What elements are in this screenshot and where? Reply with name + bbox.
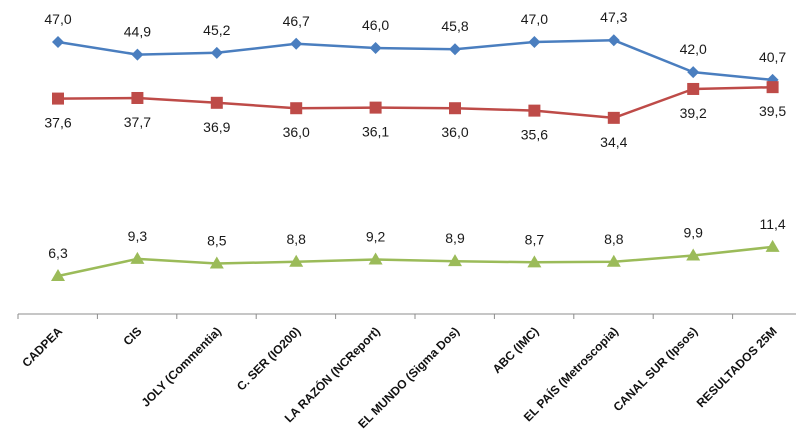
series-2 <box>52 81 779 124</box>
data-label: 45,2 <box>203 22 230 38</box>
series-1-point <box>210 46 223 59</box>
data-label: 39,2 <box>680 105 707 121</box>
data-label: 8,7 <box>525 231 545 247</box>
category-label: C. SER (IO200) <box>234 324 303 393</box>
data-label: 47,0 <box>44 11 71 27</box>
data-label: 45,8 <box>441 18 468 34</box>
data-label: 9,2 <box>366 228 386 244</box>
data-label: 8,9 <box>445 230 465 246</box>
data-label: 36,1 <box>362 124 389 140</box>
data-label: 36,0 <box>283 124 310 140</box>
data-label: 36,9 <box>203 119 230 135</box>
category-label: CADPEA <box>19 324 65 370</box>
data-label: 47,0 <box>521 11 548 27</box>
category-label: CIS <box>120 324 144 348</box>
series-2-point <box>607 111 620 124</box>
series-3-point <box>527 255 542 268</box>
series-1 <box>52 34 779 86</box>
series-3-line <box>57 245 773 278</box>
series-1-point <box>369 42 382 55</box>
series-group <box>51 34 780 281</box>
data-label: 37,7 <box>124 114 151 130</box>
data-labels: 47,0 44,9 45,2 46,7 46,0 45,8 47,0 47,3 42,0 40,7… <box>44 9 786 261</box>
category-label: CANAL SUR (Ipsos) <box>610 324 700 414</box>
category-label: ABC (IMC) <box>490 324 542 376</box>
series-2-point <box>687 82 700 95</box>
series-2-point <box>369 101 382 114</box>
category-label: RESULTADOS 25M <box>694 324 780 410</box>
series-3-point <box>51 269 65 281</box>
series-3-point <box>606 254 621 267</box>
data-label: 39,5 <box>759 103 786 119</box>
data-label: 42,0 <box>680 41 707 57</box>
series-2-point <box>210 96 223 109</box>
series-3-point <box>289 254 304 267</box>
data-label: 8,8 <box>604 231 624 247</box>
series-2-line <box>57 85 773 120</box>
data-label: 36,0 <box>441 124 468 140</box>
data-label: 35,6 <box>521 127 548 143</box>
series-3-point <box>765 239 780 252</box>
data-label: 8,5 <box>207 232 227 248</box>
data-label: 37,6 <box>44 115 71 131</box>
series-2-point <box>131 91 144 104</box>
series-1-point <box>449 43 461 56</box>
series-1-point <box>687 66 700 79</box>
series-3-point <box>209 256 224 269</box>
data-label: 9,3 <box>128 228 148 244</box>
data-label: 6,3 <box>48 245 68 261</box>
series-1-point <box>528 36 541 48</box>
series-3-point <box>686 248 701 261</box>
series-1-point <box>607 34 620 47</box>
series-3-point <box>130 251 145 264</box>
series-2-point <box>449 102 461 115</box>
series-1-line <box>57 38 773 82</box>
series-3 <box>51 239 780 281</box>
data-label: 47,3 <box>600 9 627 25</box>
data-label: 40,7 <box>759 49 786 65</box>
series-2-point <box>766 81 779 94</box>
series-1-point <box>290 37 303 50</box>
data-label: 34,4 <box>600 134 627 150</box>
data-label: 8,8 <box>286 231 306 247</box>
series-1-point <box>131 48 144 61</box>
data-label: 9,9 <box>683 224 703 240</box>
data-label: 46,0 <box>362 17 389 33</box>
series-3-point <box>368 252 383 265</box>
data-label: 46,7 <box>283 13 310 29</box>
category-label: JOLY (Commentia) <box>139 324 224 409</box>
data-label: 11,4 <box>759 216 785 232</box>
series-2-point <box>52 92 64 105</box>
x-axis <box>17 313 796 319</box>
series-3-point <box>448 254 462 267</box>
series-1-point <box>52 36 64 48</box>
series-2-point <box>290 102 303 115</box>
data-label: 44,9 <box>124 24 151 40</box>
series-2-point <box>528 104 541 117</box>
